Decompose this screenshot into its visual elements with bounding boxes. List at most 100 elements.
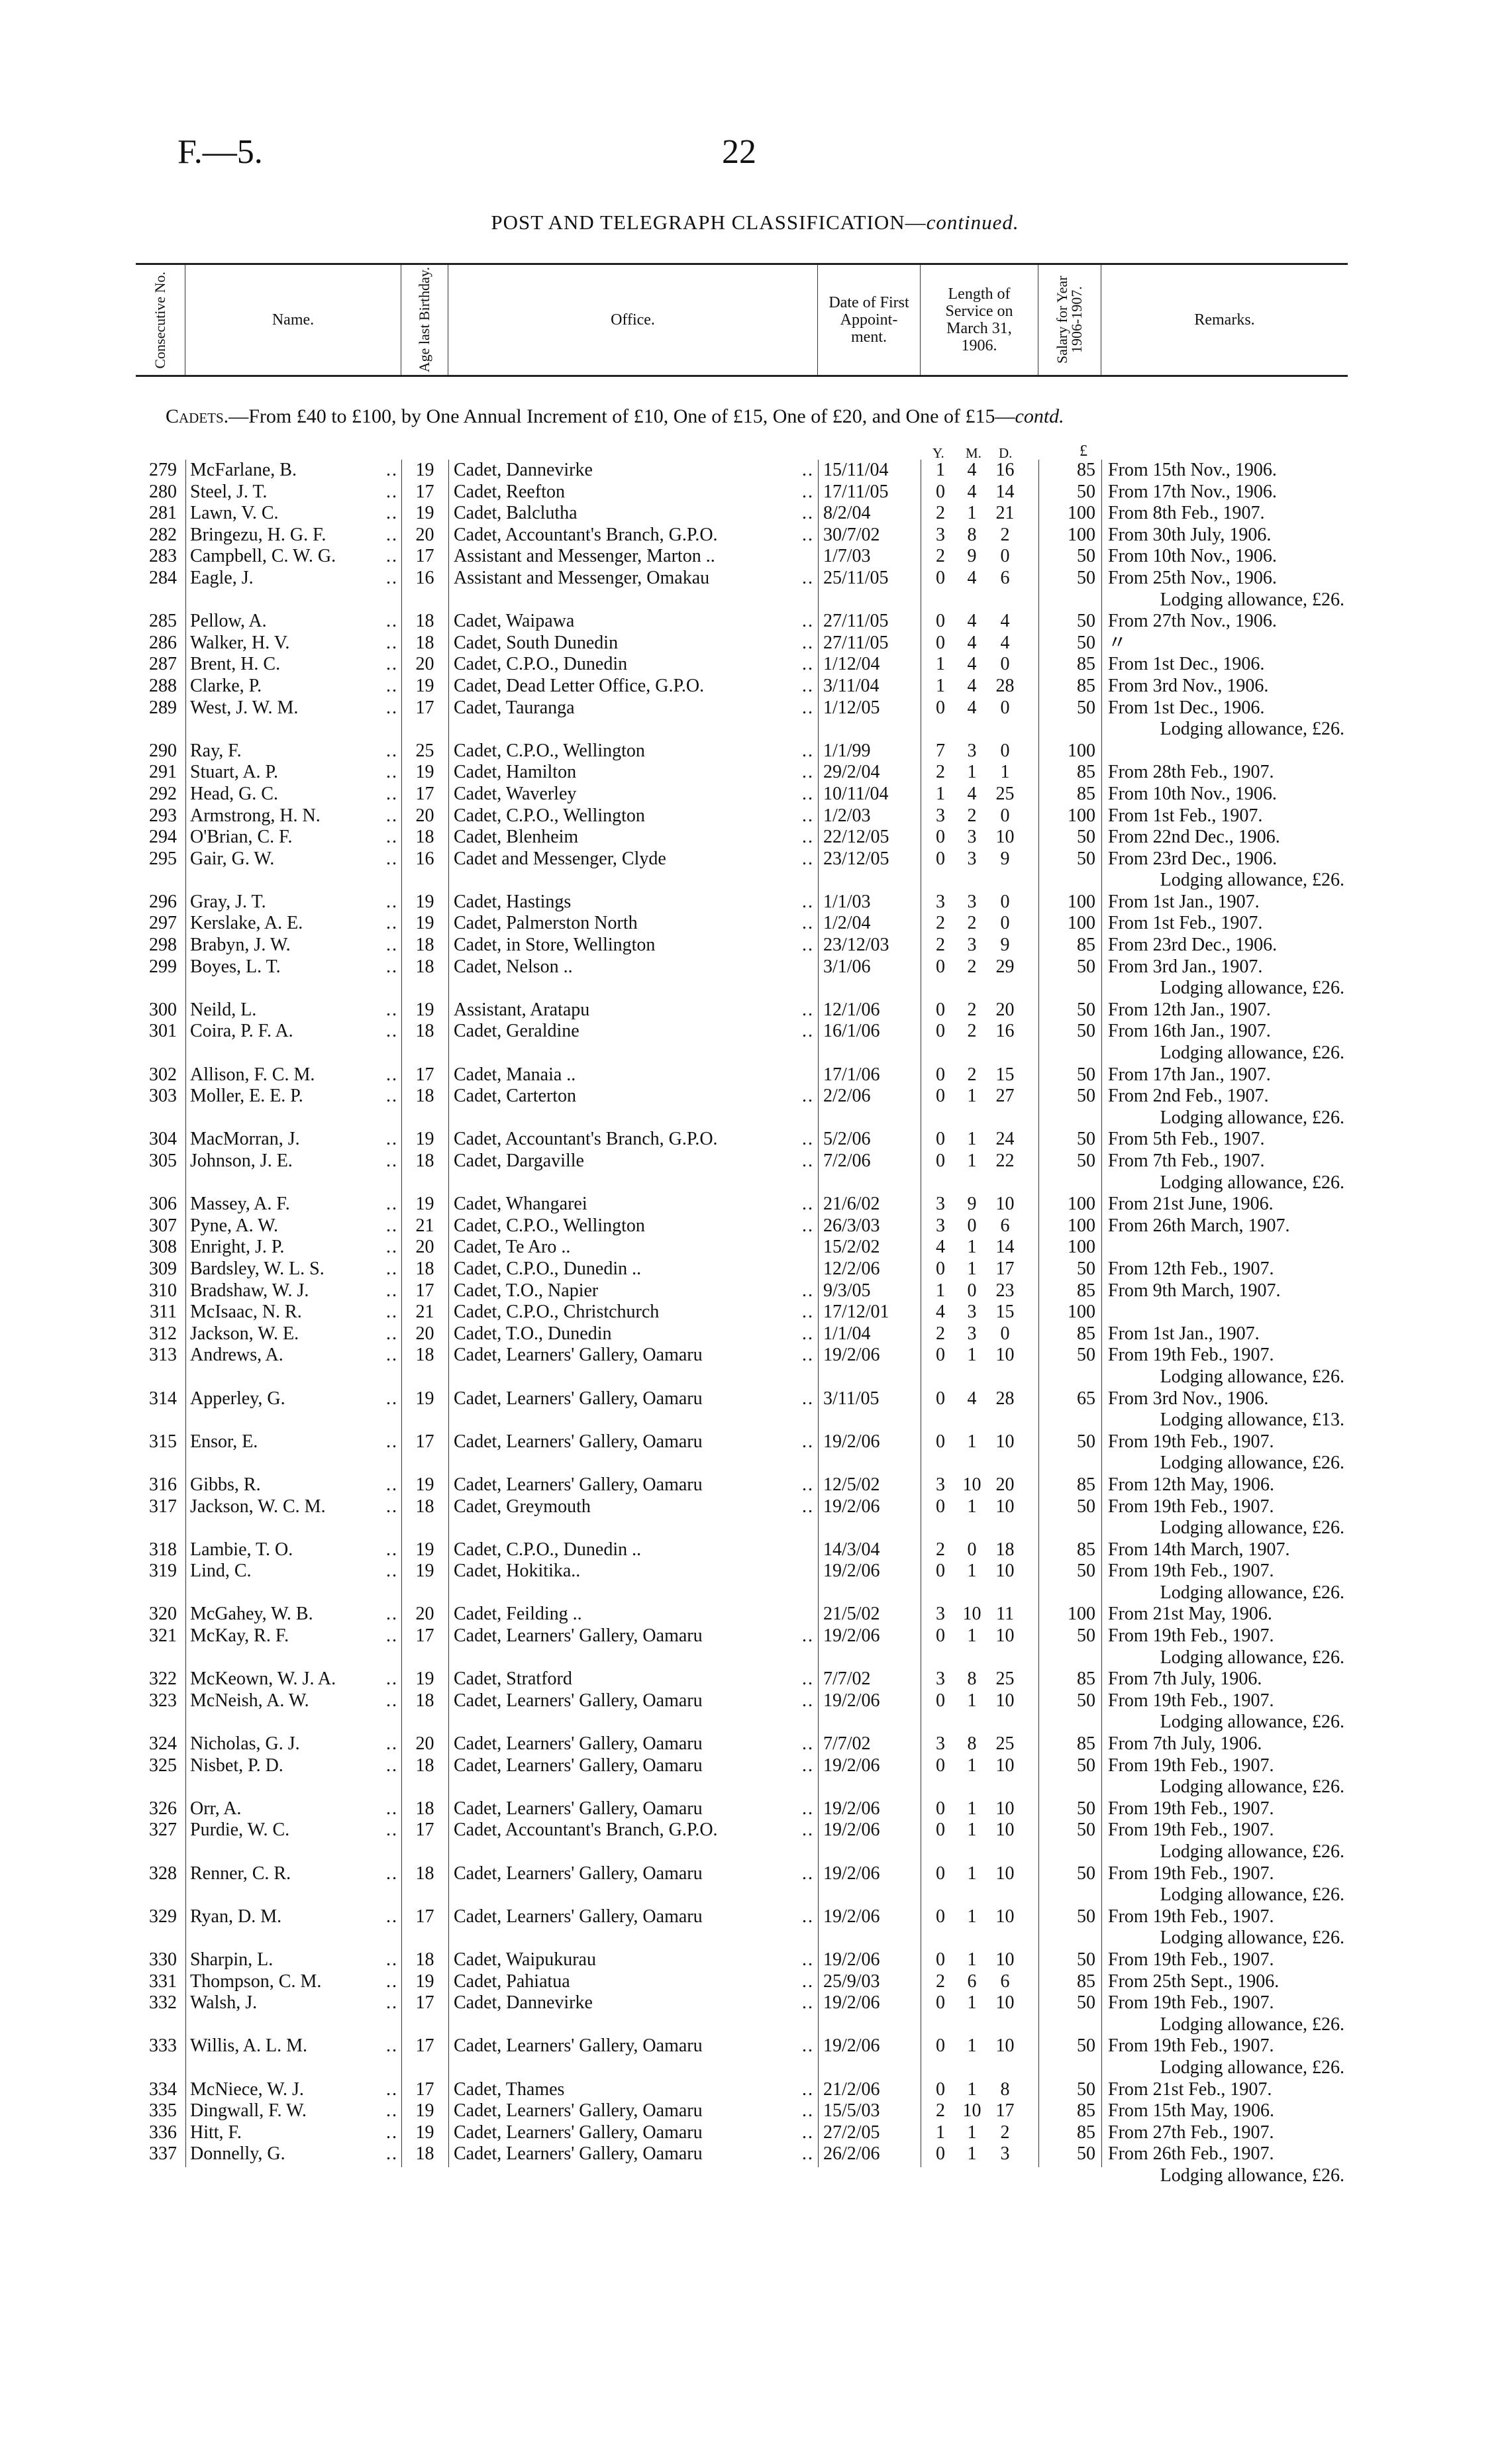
cell-d: 14 <box>995 481 1015 502</box>
cell-age: 17 <box>415 481 434 502</box>
cell-y: 2 <box>936 503 945 524</box>
cell-y: 3 <box>936 1733 945 1755</box>
cell-m: 4 <box>967 654 977 675</box>
cell-office: Cadet, Learners' Gallery, Oamaru <box>454 1474 818 1496</box>
table-row: 327 Purdie, W. C. 17 Cadet, Accountant's Br… <box>136 1820 1348 1841</box>
table-row: 308 Enright, J. P. 20 Cadet, Te Aro .. 15/2/… <box>136 1237 1348 1258</box>
cell-name: Walsh, J. <box>190 1992 402 2014</box>
cell-name: Gray, J. T. <box>190 892 402 913</box>
cell-no: 285 <box>149 611 177 632</box>
cell-name: Campbell, C. W. G. <box>190 546 402 568</box>
cell-date: 1/7/03 <box>823 546 871 567</box>
cell-date: 19/2/06 <box>823 1820 880 1841</box>
cell-age: 19 <box>415 2122 434 2143</box>
cell-lodging: Lodging allowance, £26. <box>1160 1776 1344 1798</box>
unit-pound: £ <box>1080 442 1087 460</box>
cell-office: Cadet, Learners' Gallery, Oamaru <box>454 1798 818 1820</box>
cell-remarks: From 1st Feb., 1907. <box>1108 913 1263 934</box>
cell-m: 0 <box>967 1539 977 1560</box>
cell-name: Willis, A. L. M. <box>190 2035 402 2057</box>
cell-date: 7/2/06 <box>823 1151 871 1171</box>
cell-d: 21 <box>995 503 1015 524</box>
cell-remarks: From 19th Feb., 1907. <box>1108 1345 1274 1366</box>
table-row: 315 Ensor, E. 17 Cadet, Learners' Gallery, … <box>136 1431 1348 1453</box>
cell-d: 0 <box>1000 546 1010 567</box>
cell-remarks: From 19th Feb., 1907. <box>1108 1863 1274 1884</box>
cell-office: Cadet, Hokitika.. <box>454 1561 581 1582</box>
cell-date: 19/2/06 <box>823 2035 880 2057</box>
cell-name: MacMorran, J. <box>190 1129 402 1151</box>
cell-no: 328 <box>149 1863 177 1884</box>
cell-salary: 85 <box>1077 1733 1095 1755</box>
cell-lodging: Lodging allowance, £26. <box>1160 1107 1344 1128</box>
table-row: 289 West, J. W. M. 17 Cadet, Tauranga1/12/0… <box>136 697 1348 719</box>
cell-date: 8/2/04 <box>823 503 871 524</box>
cell-date: 19/2/06 <box>823 1496 880 1517</box>
cell-salary: 50 <box>1077 1992 1095 2014</box>
cell-no: 322 <box>149 1668 177 1690</box>
cell-salary: 50 <box>1077 1021 1095 1042</box>
table-row: 334 McNiece, W. J. 17 Cadet, Thames21/2/06 0… <box>136 2079 1348 2101</box>
cell-lodging: Lodging allowance, £26. <box>1160 1647 1344 1668</box>
page-title: POST AND TELEGRAPH CLASSIFICATION—contin… <box>0 211 1510 234</box>
cell-date: 1/12/05 <box>823 697 880 718</box>
cell-remarks: From 3rd Jan., 1907. <box>1108 956 1263 977</box>
cell-salary: 50 <box>1077 1431 1095 1452</box>
table-row-continuation: Lodging allowance, £26. <box>136 1884 1348 1906</box>
cell-name: Hitt, F. <box>190 2122 402 2144</box>
cell-age: 17 <box>415 2035 434 2057</box>
cell-m: 1 <box>967 2035 977 2057</box>
header-name: Name. <box>272 311 315 329</box>
cell-lodging: Lodging allowance, £26. <box>1160 2057 1344 2078</box>
cell-salary: 50 <box>1077 1151 1095 1171</box>
cell-y: 2 <box>936 1323 945 1344</box>
cell-y: 0 <box>936 632 945 653</box>
cell-office: Cadet, Learners' Gallery, Oamaru <box>454 1345 818 1366</box>
cell-salary: 50 <box>1077 1798 1095 1819</box>
cell-date: 30/7/02 <box>823 524 880 545</box>
table-row: 283 Campbell, C. W. G. 17 Assistant and Mes… <box>136 546 1348 568</box>
cell-name: Enright, J. P. <box>190 1237 402 1258</box>
cell-y: 3 <box>936 1604 945 1625</box>
cell-m: 1 <box>967 2143 977 2165</box>
table-row: 291 Stuart, A. P. 19 Cadet, Hamilton29/2/04… <box>136 762 1348 784</box>
cell-salary: 50 <box>1077 1863 1095 1884</box>
cell-salary: 50 <box>1077 2079 1095 2100</box>
cell-y: 0 <box>936 956 945 977</box>
cell-remarks: From 30th July, 1906. <box>1108 524 1272 545</box>
cell-m: 10 <box>962 1474 981 1495</box>
cell-name: Sharpin, L. <box>190 1949 402 1971</box>
table-row-continuation: Lodging allowance, £26. <box>136 590 1348 611</box>
cell-office: Cadet, Learners' Gallery, Oamaru <box>454 1863 818 1885</box>
header-office: Office. <box>611 311 655 329</box>
table-row-continuation: Lodging allowance, £26. <box>136 1172 1348 1194</box>
cell-m: 4 <box>967 481 977 502</box>
cell-no: 309 <box>149 1258 177 1279</box>
cell-no: 332 <box>149 1992 177 2014</box>
cell-name: Coira, P. F. A. <box>190 1021 402 1043</box>
cell-date: 23/12/03 <box>823 935 889 956</box>
table-row: 306 Massey, A. F. 19 Cadet, Whangarei21/6/0… <box>136 1194 1348 1215</box>
cell-date: 15/2/02 <box>823 1237 880 1258</box>
cell-m: 1 <box>967 1755 977 1776</box>
cell-age: 20 <box>415 1733 434 1755</box>
table-row: 297 Kerslake, A. E. 19 Cadet, Palmerston No… <box>136 913 1348 935</box>
cell-d: 0 <box>1000 697 1010 718</box>
cell-d: 10 <box>995 1949 1015 1970</box>
table-row-continuation: Lodging allowance, £26. <box>136 2014 1348 2036</box>
cell-no: 298 <box>149 935 177 956</box>
cell-salary: 100 <box>1068 1237 1095 1258</box>
cell-d: 20 <box>995 1474 1015 1495</box>
cell-salary: 50 <box>1077 1129 1095 1150</box>
cell-remarks: From 28th Feb., 1907. <box>1108 762 1274 783</box>
cell-m: 8 <box>967 1668 977 1690</box>
table-row: 326 Orr, A. 18 Cadet, Learners' Gallery, Oa… <box>136 1798 1348 1820</box>
cell-name: Apperley, G. <box>190 1388 402 1410</box>
cell-salary: 50 <box>1077 2035 1095 2057</box>
cell-age: 17 <box>415 1431 434 1452</box>
cell-no: 288 <box>149 675 177 696</box>
cell-name: Renner, C. R. <box>190 1863 402 1885</box>
cell-name: Eagle, J. <box>190 568 402 590</box>
cell-date: 19/2/06 <box>823 1798 880 1819</box>
